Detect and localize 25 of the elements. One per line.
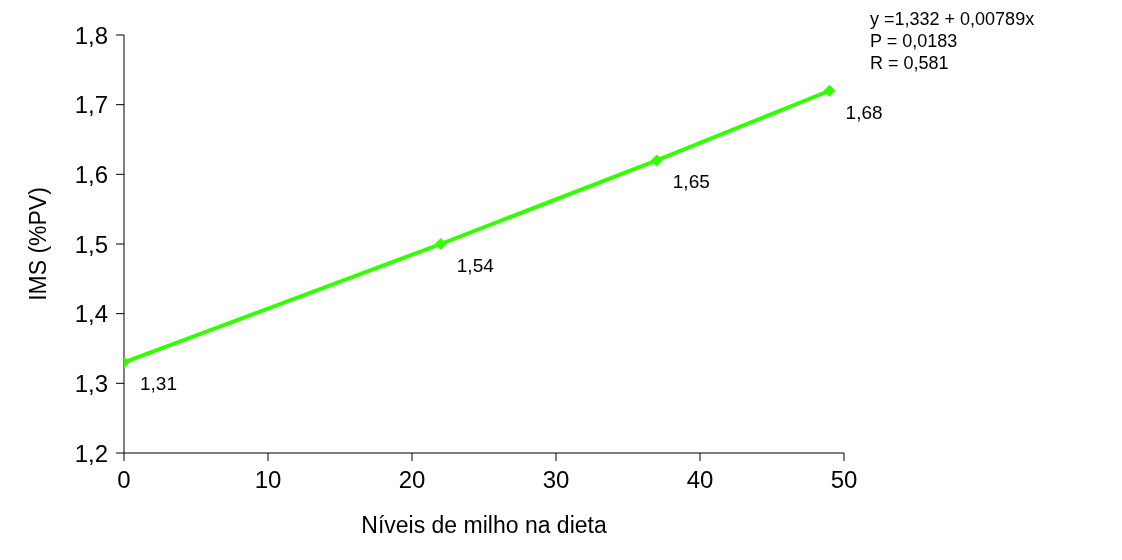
- y-tick-label: 1,5: [74, 230, 108, 258]
- x-tick-label: 50: [830, 466, 858, 494]
- point: [434, 238, 447, 250]
- annotation: 1,68: [845, 101, 883, 123]
- point: [650, 154, 663, 167]
- x-tick-label: 30: [542, 466, 570, 494]
- x-tick-label: 10: [254, 466, 282, 494]
- y-tick-label: 1,2: [74, 439, 108, 467]
- text: R = 0,581: [870, 52, 950, 74]
- y-tick-label: 1,8: [74, 21, 108, 49]
- y-tick-label: 1,7: [74, 91, 108, 119]
- text: y =1,332 + 0,00789x: [870, 8, 1035, 30]
- y-tick-label: 1,4: [74, 300, 108, 328]
- x-tick-label: 0: [117, 466, 131, 494]
- y-axis-title: IMS (%PV): [25, 187, 52, 301]
- x-tick-label: 40: [686, 466, 714, 494]
- annotation: 1,31: [140, 373, 177, 395]
- y-tick-label: 1,6: [74, 160, 108, 188]
- x-axis-title: Níveis de milho na dieta: [361, 512, 607, 538]
- annotation: 1,65: [672, 171, 710, 193]
- text: P = 0,0183: [870, 30, 959, 52]
- x-tick-label: 20: [398, 466, 426, 494]
- annotation: 1,54: [456, 255, 495, 276]
- y-tick-label: 1,3: [74, 369, 108, 397]
- point: [823, 84, 836, 97]
